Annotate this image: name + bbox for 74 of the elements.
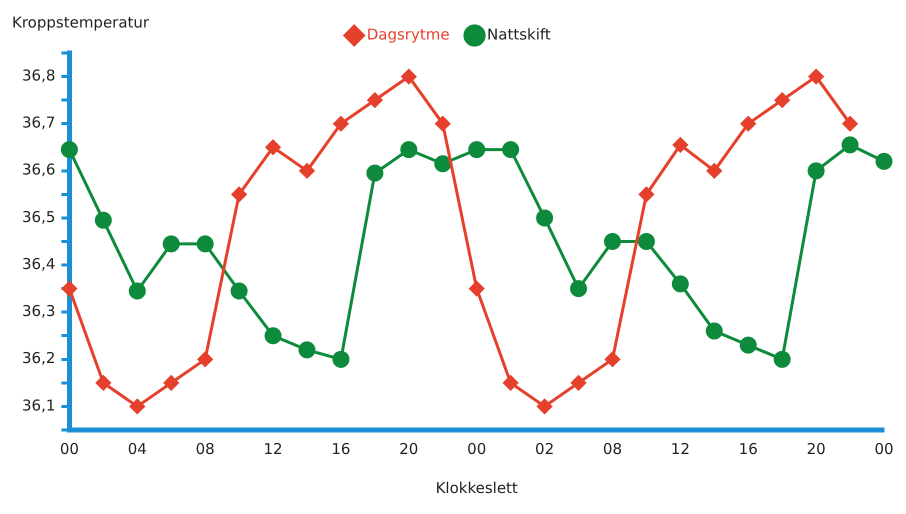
x-axis-title: Klokkeslett bbox=[436, 478, 518, 497]
point bbox=[162, 235, 180, 252]
point bbox=[536, 209, 554, 226]
y-tick-label: 36,7 bbox=[22, 114, 56, 132]
point bbox=[435, 116, 450, 132]
point bbox=[740, 116, 756, 132]
point bbox=[266, 140, 281, 155]
point bbox=[400, 141, 418, 158]
point bbox=[808, 162, 825, 180]
x-tick-label: 00 bbox=[60, 440, 79, 458]
point bbox=[502, 141, 520, 158]
y-tick-label: 36,1 bbox=[22, 396, 56, 414]
point bbox=[604, 352, 620, 367]
point bbox=[401, 69, 416, 84]
y-tick-label: 36,2 bbox=[22, 349, 56, 368]
point bbox=[232, 186, 247, 202]
point bbox=[366, 164, 384, 182]
x-tick-label: 12 bbox=[264, 440, 283, 458]
point bbox=[62, 281, 77, 296]
point bbox=[128, 282, 146, 300]
x-tick-label: 00 bbox=[467, 440, 486, 458]
point bbox=[604, 233, 621, 250]
point bbox=[298, 341, 316, 358]
x-tick-label: 16 bbox=[331, 440, 350, 458]
point bbox=[96, 375, 111, 390]
point bbox=[672, 275, 689, 292]
x-tick-label: 16 bbox=[738, 440, 758, 458]
point bbox=[230, 282, 248, 300]
y-tick-label: 36,3 bbox=[22, 302, 56, 320]
point bbox=[434, 155, 452, 172]
x-tick-label: 12 bbox=[670, 440, 690, 458]
point bbox=[842, 136, 859, 154]
legend-label: Dagsrytme bbox=[366, 25, 450, 44]
point bbox=[774, 92, 790, 108]
point bbox=[332, 350, 350, 368]
point bbox=[638, 186, 654, 202]
point bbox=[333, 116, 348, 132]
y-tick-label: 36,4 bbox=[22, 254, 56, 273]
point bbox=[367, 92, 382, 108]
point bbox=[264, 327, 282, 344]
point bbox=[164, 375, 179, 390]
x-tick-label: 08 bbox=[196, 440, 215, 458]
point bbox=[808, 69, 824, 84]
point bbox=[876, 152, 892, 170]
point bbox=[503, 375, 518, 390]
point bbox=[537, 398, 552, 414]
y-tick-label: 36,8 bbox=[22, 66, 56, 84]
point bbox=[706, 163, 722, 178]
y-axis-title: Kroppstemperatur bbox=[12, 13, 150, 32]
x-tick-label: 08 bbox=[602, 440, 622, 458]
point bbox=[196, 235, 214, 252]
x-tick-label: 04 bbox=[128, 440, 147, 458]
x-tick-label: 20 bbox=[806, 440, 826, 458]
point bbox=[299, 163, 314, 178]
y-tick-label: 36,5 bbox=[22, 208, 56, 226]
point bbox=[774, 350, 791, 368]
point bbox=[706, 322, 723, 340]
point bbox=[672, 137, 688, 152]
point bbox=[198, 352, 213, 367]
x-tick-label: 02 bbox=[535, 440, 554, 458]
point bbox=[468, 141, 486, 158]
point bbox=[130, 398, 145, 414]
point bbox=[60, 141, 78, 158]
point bbox=[570, 280, 588, 298]
point bbox=[571, 375, 586, 390]
point bbox=[638, 233, 655, 250]
legend-label: Nattskift bbox=[487, 25, 551, 44]
point bbox=[740, 336, 757, 354]
x-tick-label: 00 bbox=[874, 440, 894, 458]
point bbox=[842, 116, 858, 132]
point bbox=[94, 212, 112, 229]
point bbox=[469, 281, 484, 296]
x-tick-label: 20 bbox=[399, 440, 418, 458]
y-tick-label: 36,6 bbox=[22, 160, 56, 179]
